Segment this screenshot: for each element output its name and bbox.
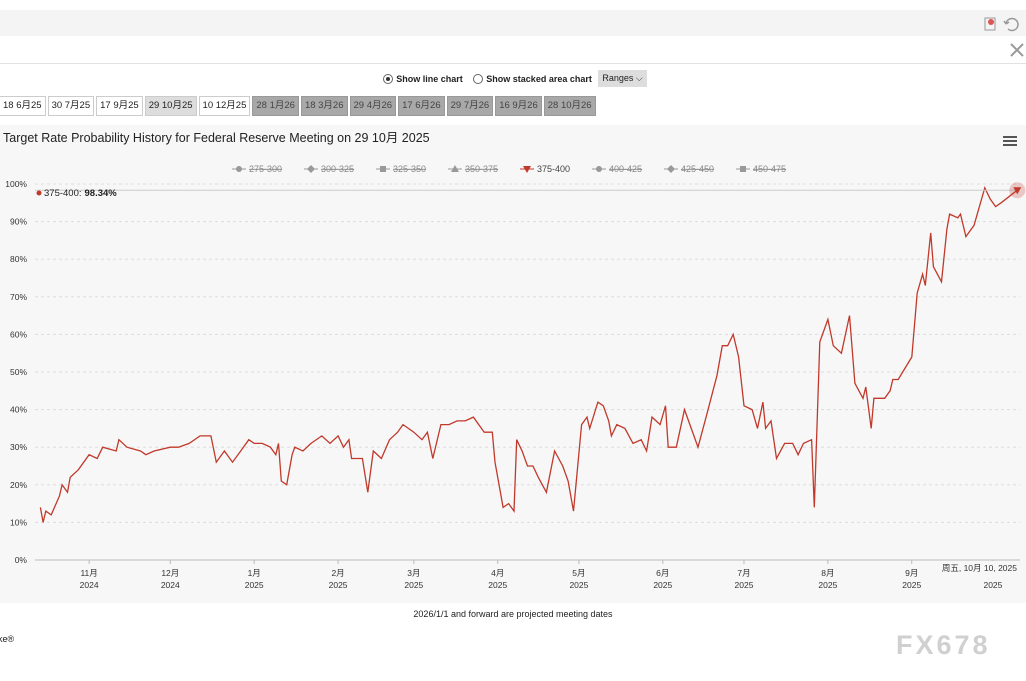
y-tick-label: 30% — [10, 442, 27, 452]
legend-marker — [596, 166, 602, 172]
x-tick-year: 2025 — [983, 580, 1002, 590]
meeting-tab[interactable]: 29 10月25 — [144, 96, 197, 116]
meeting-tab[interactable]: 17 9月25 — [96, 96, 143, 116]
y-tick-label: 90% — [10, 217, 27, 227]
series-line — [39, 185, 1018, 523]
y-tick-label: 60% — [10, 329, 27, 339]
print-badge — [988, 19, 994, 25]
meeting-tabs: 18 6月25 30 7月25 17 9月25 29 10月25 10 12月25 28 … — [0, 96, 596, 116]
x-tick-year: 2025 — [569, 580, 588, 590]
legend-label: 325-350 — [393, 164, 426, 174]
tooltip: 375-400: 98.34% — [44, 188, 117, 199]
meeting-tab[interactable]: 30 7月25 — [47, 96, 95, 116]
crosshair-label: 周五, 10月 10, 2025 — [942, 563, 1017, 573]
meeting-tab[interactable]: 16 9月26 — [495, 96, 542, 116]
toolbar-icons — [984, 17, 1019, 32]
x-tick-label: 12月 — [161, 568, 179, 578]
x-tick-year: 2024 — [80, 580, 99, 590]
y-tick-label: 20% — [10, 480, 27, 490]
x-tick-year: 2025 — [404, 580, 423, 590]
legend-label: 450-475 — [753, 164, 786, 174]
x-tick-label: 4月 — [491, 568, 504, 578]
y-tick-label: 100% — [5, 179, 27, 189]
x-tick-label: 11月 — [80, 568, 97, 578]
x-tick-label: 1月 — [248, 568, 261, 578]
legend-marker — [523, 166, 531, 173]
legend-marker — [380, 166, 386, 172]
radio[interactable] — [473, 73, 484, 84]
legend-label: 425-450 — [681, 164, 714, 174]
meeting-tab[interactable]: 29 7月26 — [446, 96, 494, 116]
legend-label: 375-400 — [537, 164, 570, 174]
x-tick-year: 2025 — [735, 580, 754, 590]
x-tick-year: 2025 — [902, 580, 921, 590]
option-line[interactable]: Show line chart — [383, 73, 463, 84]
x-tick-label: 3月 — [407, 568, 420, 578]
print-icon[interactable] — [984, 17, 996, 31]
x-tick-label: 9月 — [905, 568, 918, 578]
meeting-tab[interactable]: 18 3月26 — [300, 96, 348, 116]
legend-label: 350-375 — [465, 164, 498, 174]
x-tick-label: 2月 — [331, 568, 344, 578]
x-tick-label: 7月 — [737, 568, 750, 578]
x-tick-label: 5月 — [572, 568, 585, 578]
meeting-tab[interactable]: 28 1月26 — [252, 96, 299, 116]
chart-panel: Target Rate Probability History for Fede… — [0, 125, 1026, 603]
meeting-tab[interactable]: 28 10月26 — [543, 96, 596, 116]
x-tick-label: 8月 — [821, 568, 834, 578]
refresh-icon[interactable] — [1003, 17, 1019, 32]
meeting-tab[interactable]: 17 6月26 — [398, 96, 445, 116]
brand: ke® — [0, 634, 15, 644]
crosshair-label-bg — [937, 561, 1021, 575]
x-tick-year: 2025 — [245, 580, 264, 590]
chart: Target Rate Probability History for Fede… — [3, 131, 1026, 590]
option-label: Show line chart — [396, 73, 463, 84]
x-tick-year: 2025 — [329, 580, 348, 590]
hover-marker — [1013, 187, 1022, 195]
y-tick-label: 40% — [10, 405, 27, 415]
option-label: Show stacked area chart — [486, 73, 592, 84]
y-tick-label: 50% — [10, 367, 27, 377]
ranges-label: Ranges — [602, 73, 634, 83]
chart-options: Show line chart Show stacked area chart … — [0, 70, 1026, 87]
tooltip-series: 375-400: — [44, 188, 82, 199]
radio[interactable] — [383, 73, 394, 84]
y-tick-label: 80% — [10, 254, 27, 264]
meeting-tab[interactable]: 10 12月25 — [198, 96, 251, 116]
legend-marker — [740, 166, 746, 172]
menu-icon[interactable] — [1003, 136, 1017, 146]
y-tick-label: 70% — [10, 292, 27, 302]
x-tick-year: 2025 — [818, 580, 837, 590]
meeting-tab[interactable]: 29 4月26 — [349, 96, 397, 116]
x-tick-year: 2024 — [161, 580, 180, 590]
legend-marker — [307, 165, 315, 173]
legend-label: 300-325 — [321, 164, 354, 174]
legend-label: 275-300 — [249, 164, 282, 174]
meeting-tab[interactable]: 18 6月25 — [0, 96, 46, 116]
x-tick-label: 6月 — [656, 568, 669, 578]
option-area[interactable]: Show stacked area chart — [473, 73, 592, 84]
ranges-dropdown[interactable]: Ranges ⌵ — [598, 70, 647, 87]
tooltip-dot — [36, 190, 42, 196]
top-bar — [0, 10, 1026, 36]
separator — [0, 63, 1026, 64]
close-button[interactable] — [1009, 42, 1025, 58]
footnote: 2026/1/1 and forward are projected meeti… — [413, 609, 613, 619]
legend-marker — [667, 165, 675, 173]
y-tick-label: 0% — [15, 555, 28, 565]
legend-marker — [236, 166, 242, 172]
x-tick-year: 2025 — [488, 580, 507, 590]
legend-marker — [451, 165, 459, 172]
tooltip-value: 98.34% — [85, 188, 118, 199]
chart-title: Target Rate Probability History for Fede… — [3, 131, 430, 145]
x-tick-year: 2025 — [653, 580, 672, 590]
watermark: FX678 — [896, 630, 991, 660]
legend-label: 400-425 — [609, 164, 642, 174]
y-tick-label: 10% — [10, 517, 27, 527]
